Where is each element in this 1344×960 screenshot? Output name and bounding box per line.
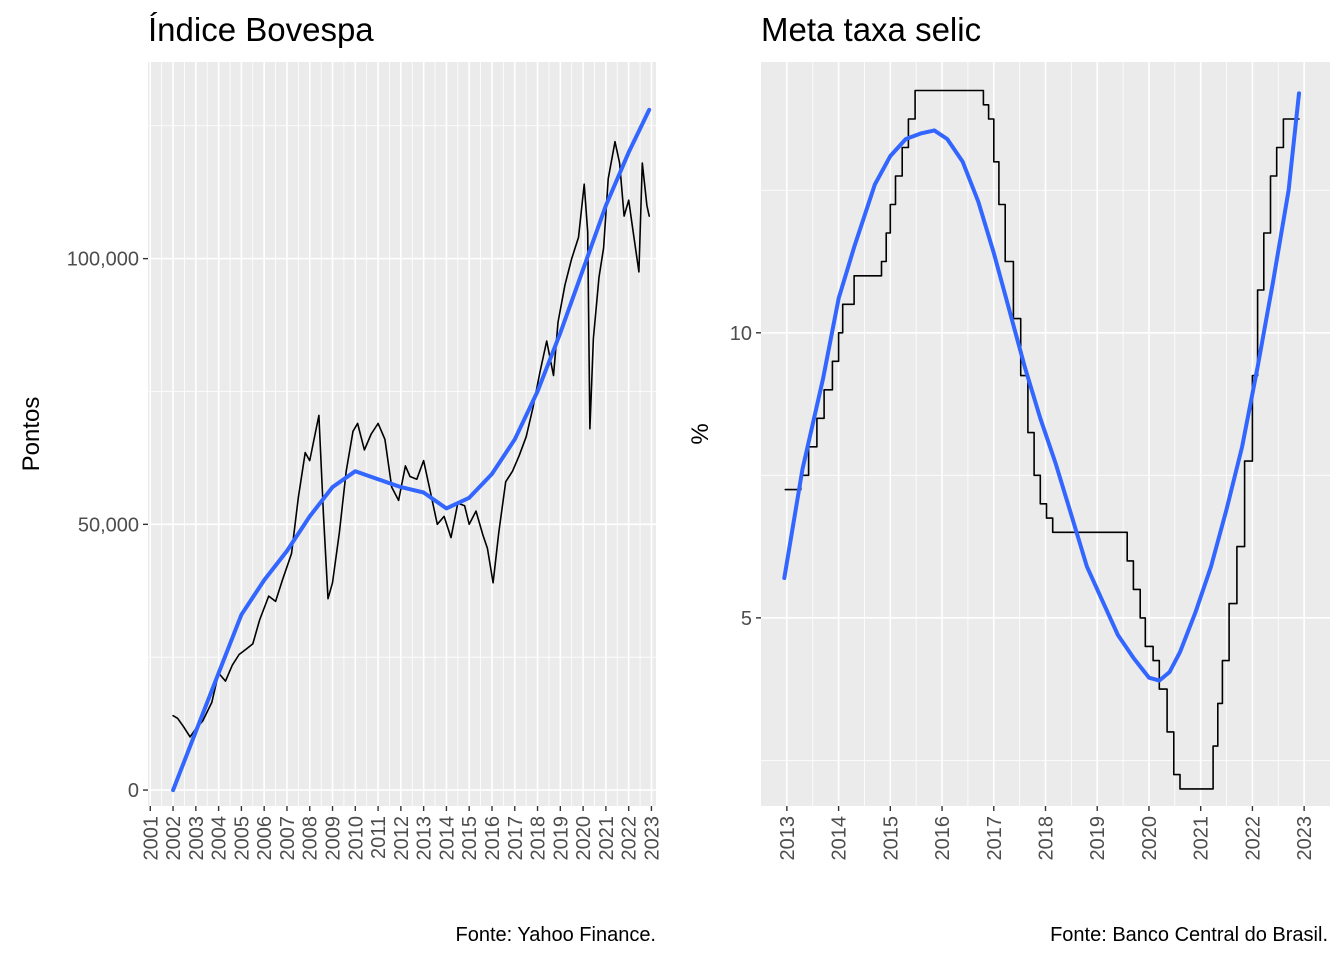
x-tick-label: 2018 [528,816,550,861]
x-axis: 2013 2014 2015 2016 2017 2018 2019 2020 2021 2022… [777,806,1316,861]
data-line [172,140,650,738]
y-tick-label: 10 [730,323,752,345]
x-tick-label: 2014 [436,816,458,861]
x-tick-label: 2016 [482,816,504,861]
x-tick-label: 2009 [323,816,345,861]
caption: Fonte: Yahoo Finance. [455,924,656,946]
y-tick-label: 100,000 [67,249,139,271]
x-tick-label: 2013 [777,816,799,861]
x-tick-label: 2022 [619,816,641,861]
y-axis: 5 10 [730,323,761,630]
grid [761,62,1330,806]
grid [148,62,656,806]
x-tick-label: 2015 [459,816,481,861]
y-tick-label: 0 [128,780,139,802]
x-tick-label: 2010 [345,816,367,861]
x-tick-label: 2013 [414,816,436,861]
x-tick-label: 2014 [829,816,851,861]
plot-background [148,62,656,806]
x-tick-label: 2020 [1139,816,1161,861]
x-tick-label: 2021 [596,816,618,861]
x-tick-label: 2017 [505,816,527,861]
y-axis: 0 50,000 100,000 [67,249,148,802]
x-tick-label: 2016 [932,816,954,861]
trend-line [171,107,652,793]
x-tick-label: 2012 [391,816,413,861]
x-tick-label: 2020 [573,816,595,861]
x-tick-label: 2018 [1036,816,1058,861]
x-tick-label: 2011 [368,816,390,859]
trend-line [782,91,1301,683]
panel-selic: Meta taxa selic 5 10 2013 2014 2015 2016 2017… [687,11,1330,946]
x-tick-label: 2003 [186,816,208,861]
x-tick-label: 2005 [231,816,253,861]
x-tick-label: 2017 [984,816,1006,861]
series-layer [171,107,652,793]
chart-title: Índice Bovespa [148,11,374,48]
x-tick-label: 2019 [1087,816,1109,861]
x-tick-label: 2022 [1242,816,1264,861]
x-tick-label: 2008 [300,816,322,861]
x-tick-label: 2001 [140,816,162,861]
series-layer [782,89,1301,790]
x-tick-label: 2015 [880,816,902,861]
x-tick-label: 2002 [163,816,185,861]
x-tick-label: 2006 [254,816,276,861]
x-axis: 2001 2002 2003 2004 2005 2006 2007 2008 2009 2010… [140,806,663,861]
x-tick-label: 2021 [1191,816,1213,861]
x-tick-label: 2007 [277,816,299,861]
chart-title: Meta taxa selic [761,11,981,48]
y-axis-title: % [687,423,714,444]
x-tick-label: 2023 [641,816,663,861]
caption: Fonte: Banco Central do Brasil. [1050,924,1328,946]
x-tick-label: 2004 [209,816,231,861]
y-axis-title: Pontos [18,397,45,472]
data-line [784,89,1300,790]
y-tick-label: 5 [741,608,752,630]
x-tick-label: 2019 [550,816,572,861]
y-tick-label: 50,000 [78,514,139,536]
x-tick-label: 2023 [1294,816,1316,861]
